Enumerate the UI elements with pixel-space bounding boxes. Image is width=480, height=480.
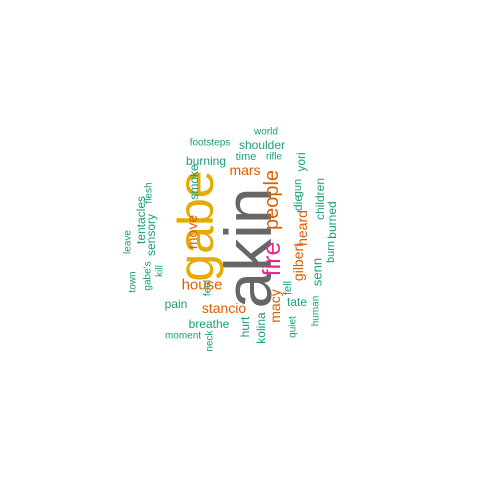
word-stancio: stancio — [202, 300, 247, 316]
word-fire: fire — [258, 242, 286, 277]
word-rifle: rifle — [266, 152, 283, 163]
word-move: move — [184, 215, 200, 249]
word-kolina: kolina — [254, 312, 268, 344]
word-heard: heard — [294, 210, 310, 246]
word-tentacles: tentacles — [134, 196, 148, 244]
word-breathe: breathe — [189, 317, 230, 331]
word-flesh: flesh — [144, 182, 155, 203]
word-time: time — [236, 151, 257, 163]
word-moment: moment — [165, 331, 201, 342]
word-burning: burning — [186, 154, 226, 168]
word-world: world — [253, 127, 278, 138]
word-town: town — [128, 271, 139, 292]
word-neck: neck — [205, 329, 216, 351]
word-mars: mars — [229, 162, 260, 178]
word-footsteps: footsteps — [190, 138, 231, 149]
word-hurt: hurt — [238, 316, 252, 337]
word-gilbert: gilbert — [290, 243, 306, 281]
word-fell: fell — [282, 281, 294, 295]
word-feel: feel — [203, 280, 214, 296]
word-senn: senn — [310, 258, 325, 286]
word-burn: burn — [325, 241, 337, 263]
word-sensory: sensory — [144, 214, 158, 256]
word-house: house — [182, 277, 223, 294]
word-people: people — [261, 170, 283, 230]
word-gabe: gabe — [168, 170, 224, 281]
word-children: children — [313, 178, 327, 220]
word-pain: pain — [165, 297, 188, 311]
word-tate: tate — [287, 295, 307, 309]
word-human: human — [311, 296, 322, 327]
word-kill: kill — [155, 265, 166, 277]
word-yori: yori — [294, 152, 308, 171]
word-leave: leave — [123, 230, 134, 254]
word-quiet: quiet — [288, 316, 299, 338]
word-burned: burned — [325, 201, 339, 238]
word-die: die — [291, 195, 305, 211]
word-gabe-s: gabe's — [143, 261, 154, 290]
word-akin: akin — [211, 187, 285, 308]
word-macy: macy — [267, 289, 283, 322]
word-shoulder: shoulder — [239, 138, 285, 152]
word-gun: gun — [292, 179, 304, 197]
word-smoke: smoke — [187, 164, 201, 200]
